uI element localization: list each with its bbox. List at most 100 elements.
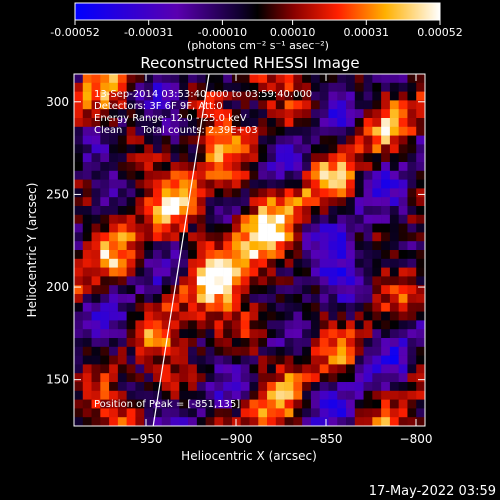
heatmap-cell xyxy=(293,91,303,101)
heatmap-cell xyxy=(337,338,347,348)
heatmap-cell xyxy=(135,311,145,321)
heatmap-cell xyxy=(109,126,119,136)
heatmap-cell xyxy=(302,364,312,374)
heatmap-cell xyxy=(161,232,171,242)
heatmap-cell xyxy=(188,302,198,312)
heatmap-cell xyxy=(275,311,285,321)
heatmap-cell xyxy=(346,355,356,365)
y-tick-label: 250 xyxy=(46,187,69,201)
heatmap-cell xyxy=(389,197,399,207)
heatmap-cell xyxy=(82,82,92,92)
heatmap-cell xyxy=(363,74,373,84)
heatmap-cell xyxy=(372,170,382,180)
heatmap-cell xyxy=(152,206,163,216)
heatmap-cell xyxy=(293,250,303,260)
heatmap-cell xyxy=(135,382,145,392)
heatmap-cell xyxy=(231,390,242,400)
y-tick-label: 200 xyxy=(46,280,69,294)
heatmap-cell xyxy=(319,232,329,242)
heatmap-cell xyxy=(179,276,189,286)
heatmap-cell xyxy=(109,320,119,330)
heatmap-cell xyxy=(310,258,320,268)
heatmap-cell xyxy=(328,82,338,92)
heatmap-cell xyxy=(196,179,206,189)
heatmap-cell xyxy=(109,162,119,172)
heatmap-cell xyxy=(170,346,180,356)
heatmap-cell xyxy=(407,162,417,172)
heatmap-cell xyxy=(135,162,145,172)
heatmap-cell xyxy=(109,232,119,242)
heatmap-cell xyxy=(372,162,382,172)
heatmap-cell xyxy=(258,153,268,163)
heatmap-cell xyxy=(74,179,84,189)
heatmap-cell xyxy=(372,179,382,189)
heatmap-cell xyxy=(170,302,180,312)
heatmap-cell xyxy=(389,126,399,136)
heatmap-cell xyxy=(196,170,206,180)
heatmap-cell xyxy=(109,285,119,295)
heatmap-cell xyxy=(161,135,171,145)
heatmap-cell xyxy=(100,258,110,268)
heatmap-cell xyxy=(319,170,329,180)
heatmap-cell xyxy=(135,241,145,251)
heatmap-cell xyxy=(328,382,338,392)
heatmap-cell xyxy=(223,302,233,312)
heatmap-cell xyxy=(302,206,312,216)
heatmap-cell xyxy=(144,162,154,172)
heatmap-cell xyxy=(144,399,154,409)
heatmap-cell xyxy=(407,118,417,128)
heatmap-cell xyxy=(328,118,338,128)
heatmap-cell xyxy=(196,258,206,268)
heatmap-cell xyxy=(82,364,92,374)
heatmap-cell xyxy=(82,144,92,154)
heatmap-cell xyxy=(144,382,154,392)
heatmap-cell xyxy=(214,285,224,295)
heatmap-cell xyxy=(249,153,259,163)
heatmap-cell xyxy=(275,179,285,189)
heatmap-cell xyxy=(214,100,224,110)
heatmap-cell xyxy=(354,144,364,154)
heatmap-cell xyxy=(249,408,259,418)
heatmap-cell xyxy=(152,197,163,207)
heatmap-cell xyxy=(135,258,145,268)
heatmap-cell xyxy=(82,294,92,304)
heatmap-cell xyxy=(398,118,408,128)
heatmap-cell xyxy=(188,267,198,277)
heatmap-cell xyxy=(205,267,215,277)
heatmap-cell xyxy=(328,206,338,216)
heatmap-cell xyxy=(109,250,119,260)
heatmap-cell xyxy=(126,373,136,383)
heatmap-cell xyxy=(293,364,303,374)
heatmap-cell xyxy=(293,118,303,128)
heatmap-cell xyxy=(196,109,206,119)
heatmap-cell xyxy=(337,241,347,251)
heatmap-cell xyxy=(363,144,373,154)
heatmap-cell xyxy=(275,162,285,172)
heatmap-cell xyxy=(205,109,215,119)
heatmap-cell xyxy=(82,311,92,321)
heatmap-cell xyxy=(100,276,110,286)
heatmap-cell xyxy=(161,399,171,409)
heatmap-cell xyxy=(231,232,242,242)
heatmap-cell xyxy=(240,355,250,365)
heatmap-cell xyxy=(293,390,303,400)
heatmap-cell xyxy=(117,276,127,286)
heatmap-cell xyxy=(258,267,268,277)
heatmap-cell xyxy=(354,276,364,286)
heatmap-cell xyxy=(196,390,206,400)
heatmap-cell xyxy=(179,162,189,172)
heatmap-cell xyxy=(249,91,259,101)
heatmap-cell xyxy=(310,241,320,251)
heatmap-cell xyxy=(240,109,250,119)
heatmap-cell xyxy=(346,364,356,374)
heatmap-cell xyxy=(258,382,268,392)
heatmap-cell xyxy=(416,126,425,136)
heatmap-cell xyxy=(372,267,382,277)
heatmap-cell xyxy=(91,329,101,339)
heatmap-cell xyxy=(337,162,347,172)
heatmap-cell xyxy=(337,399,347,409)
heatmap-cell xyxy=(196,250,206,260)
heatmap-cell xyxy=(398,153,408,163)
heatmap-cell xyxy=(319,399,329,409)
heatmap-cell xyxy=(135,188,145,198)
